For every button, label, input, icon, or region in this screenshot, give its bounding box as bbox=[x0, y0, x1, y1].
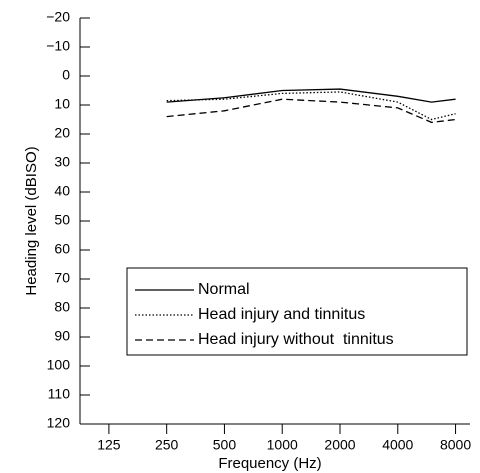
x-tick-label: 500 bbox=[213, 437, 237, 453]
y-tick-label: 30 bbox=[54, 154, 70, 170]
series-line bbox=[166, 98, 456, 124]
y-tick-label: 100 bbox=[47, 357, 71, 373]
y-tick-label: 10 bbox=[54, 96, 70, 112]
y-tick-label: 120 bbox=[47, 415, 71, 431]
x-tick-label: 250 bbox=[155, 437, 179, 453]
series-line bbox=[166, 91, 456, 121]
x-axis-label: Frequency (Hz) bbox=[218, 455, 321, 472]
y-tick-label: 0 bbox=[62, 67, 70, 83]
legend-label: Normal bbox=[198, 281, 250, 298]
y-tick-label: 20 bbox=[54, 125, 70, 141]
x-tick-label: 125 bbox=[97, 437, 121, 453]
x-tick-label: 2000 bbox=[324, 437, 355, 453]
y-axis-label: Heading level (dBISO) bbox=[23, 146, 40, 295]
x-tick-label: 8000 bbox=[440, 437, 471, 453]
x-tick-label: 4000 bbox=[382, 437, 413, 453]
y-tick-label: −20 bbox=[46, 9, 70, 25]
series-line bbox=[166, 88, 456, 103]
legend: Normal Head injury and tinnitus Head injur… bbox=[126, 267, 468, 356]
y-tick-label: 90 bbox=[54, 328, 70, 344]
y-tick-label: 40 bbox=[54, 183, 70, 199]
legend-label: Head injury without tinnitus bbox=[198, 331, 394, 348]
y-tick-label: 70 bbox=[54, 270, 70, 286]
legend-label: Head injury and tinnitus bbox=[198, 306, 365, 323]
y-tick-label: −10 bbox=[46, 38, 70, 54]
x-tick-label: 1000 bbox=[267, 437, 298, 453]
y-tick-label: 50 bbox=[54, 212, 70, 228]
y-tick-label: 110 bbox=[48, 386, 71, 402]
y-tick-label: 60 bbox=[54, 241, 70, 257]
y-tick-label: 80 bbox=[54, 299, 70, 315]
